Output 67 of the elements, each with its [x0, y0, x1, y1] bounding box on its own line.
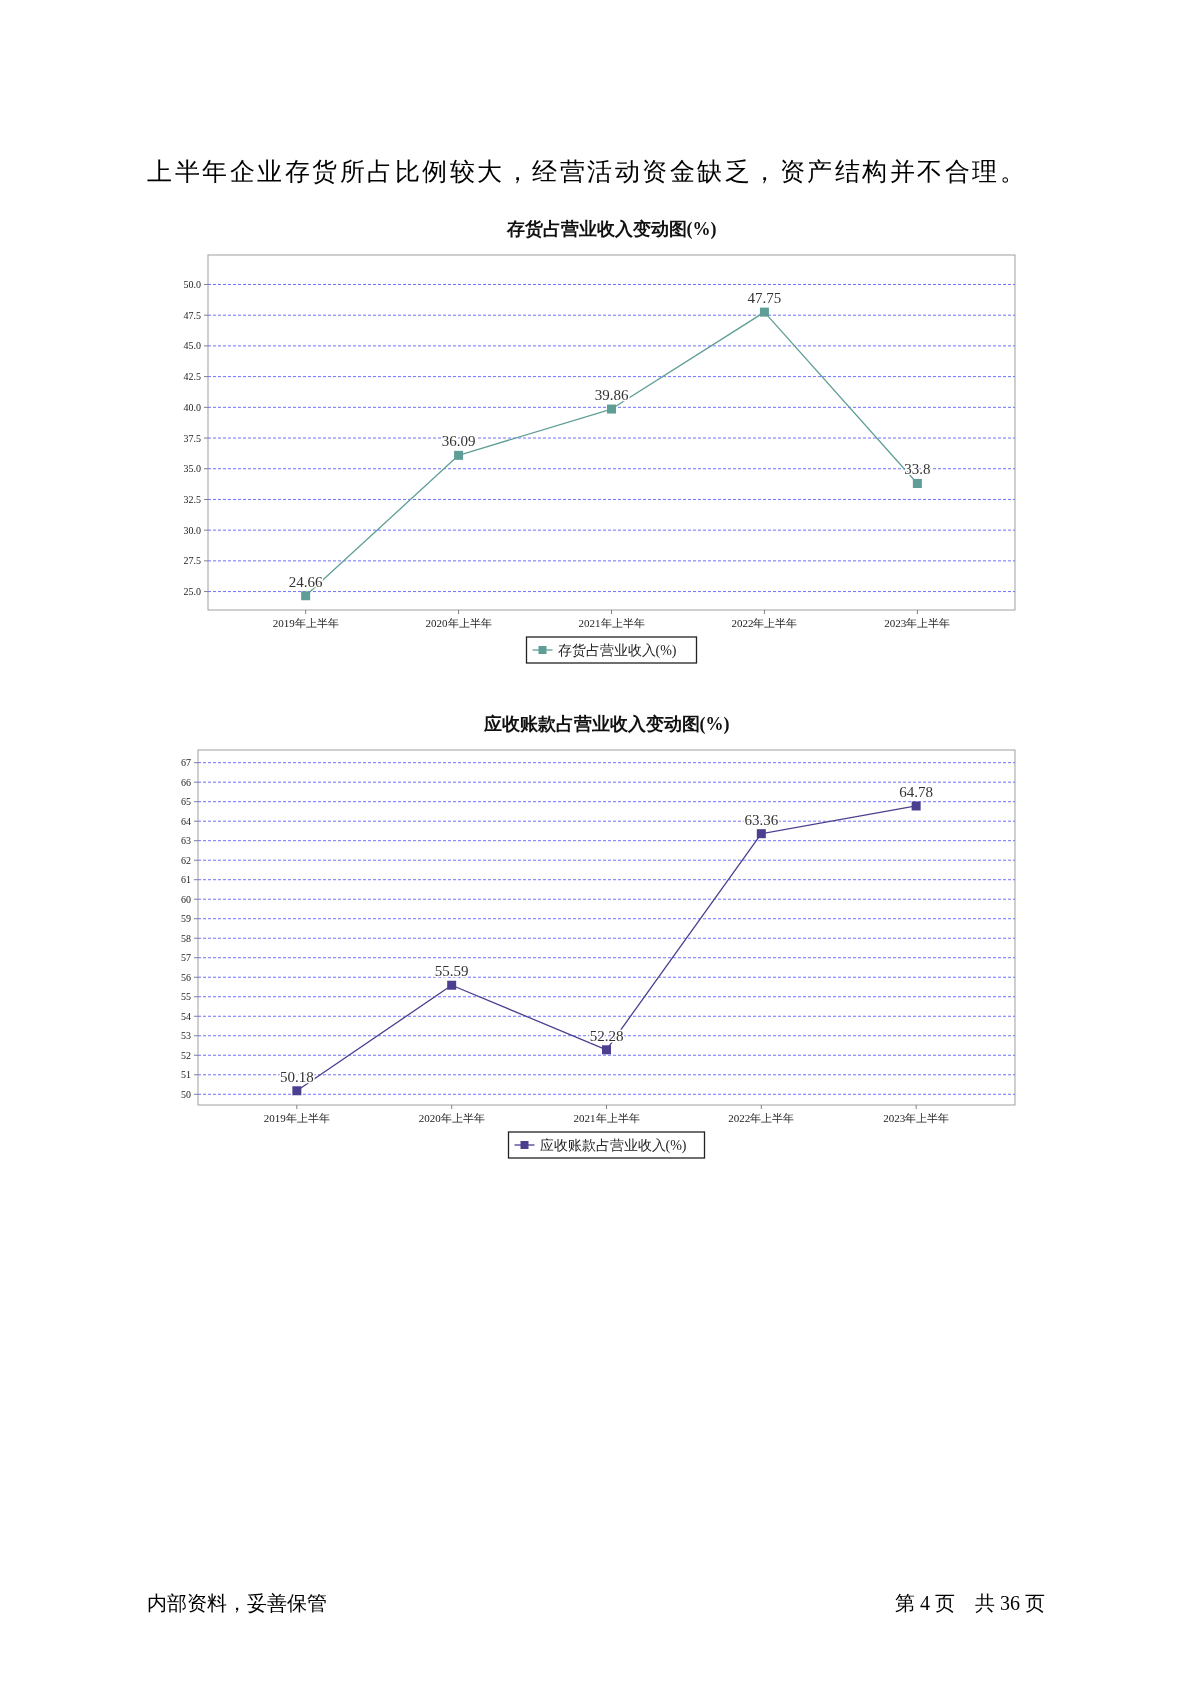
y-tick-label: 40.0: [183, 401, 201, 413]
y-tick-label: 54: [181, 1010, 191, 1022]
y-tick-label: 62: [181, 854, 191, 866]
y-tick-label: 52: [181, 1049, 191, 1061]
data-label: 50.18: [279, 1068, 314, 1085]
y-tick-label: 30.0: [183, 524, 201, 536]
annotation: 第 4 页 共 36 页: [895, 1592, 1045, 1614]
point: [292, 1086, 302, 1096]
data-label: 55.59: [434, 963, 469, 980]
data-label: 36.09: [441, 433, 476, 450]
point: [756, 829, 766, 839]
annotation: 内部资料，妥善保管: [147, 1592, 327, 1614]
y-tick-label: 50.0: [183, 278, 201, 290]
y-tick-label: 60: [181, 893, 191, 905]
annotation: 上半年企业存货所占比例较大，经营活动资金缺乏，资产结构并不合理。: [147, 158, 1027, 185]
y-tick-label: 67: [181, 757, 191, 769]
y-tick-label: 55: [181, 991, 191, 1003]
y-tick-label: 63: [181, 835, 191, 847]
x-tick-label: 2020年上半年: [418, 1112, 485, 1124]
y-tick-label: 59: [181, 913, 191, 925]
y-tick-label: 27.5: [183, 555, 201, 567]
point: [607, 404, 616, 414]
point: [454, 450, 464, 460]
point: [912, 478, 922, 488]
x-tick-label: 2019年上半年: [263, 1112, 330, 1124]
y-tick-label: 65: [181, 796, 191, 808]
point: [759, 307, 769, 317]
x-tick-label: 2019年上半年: [272, 617, 339, 629]
y-tick-label: 57: [181, 952, 191, 964]
y-tick-label: 50: [181, 1088, 191, 1100]
x-tick-label: 2021年上半年: [578, 617, 645, 629]
chart-title: 应收账款占营业收入变动图(%): [482, 714, 730, 735]
y-tick-label: 47.5: [183, 309, 201, 321]
data-label: 39.86: [594, 387, 629, 404]
data-label: 64.78: [899, 783, 934, 800]
legend-label: 应收账款占营业收入(%): [539, 1138, 687, 1154]
y-tick-label: 58: [181, 932, 191, 944]
legend: 存货占营业收入(%): [525, 636, 698, 664]
data-label: 47.75: [747, 290, 782, 307]
chart-title: 存货占营业收入变动图(%): [505, 219, 717, 240]
y-tick-label: 56: [181, 971, 191, 983]
data-label: 63.36: [744, 811, 779, 828]
x-tick-label: 2021年上半年: [573, 1112, 640, 1124]
point: [602, 1045, 611, 1055]
y-tick-label: 64: [181, 815, 191, 827]
x-tick-label: 2023年上半年: [884, 617, 951, 629]
y-tick-label: 42.5: [183, 371, 201, 383]
y-tick-label: 61: [181, 874, 191, 886]
y-tick-label: 53: [181, 1030, 191, 1042]
x-tick-label: 2023年上半年: [883, 1112, 950, 1124]
point: [301, 591, 311, 601]
point: [911, 801, 921, 811]
x-tick-label: 2022年上半年: [728, 1112, 795, 1124]
data-label: 24.66: [288, 573, 324, 590]
point: [447, 980, 457, 990]
y-tick-label: 32.5: [183, 493, 201, 505]
legend: 应收账款占营业收入(%): [507, 1131, 706, 1159]
y-tick-label: 66: [181, 776, 191, 788]
legend-label: 存货占营业收入(%): [557, 643, 677, 659]
y-tick-label: 45.0: [183, 340, 201, 352]
data-label: 33.8: [904, 461, 931, 478]
y-tick-label: 25.0: [183, 586, 201, 598]
y-tick-label: 37.5: [183, 432, 201, 444]
y-tick-label: 35.0: [183, 463, 201, 475]
y-tick-label: 51: [181, 1069, 191, 1081]
x-tick-label: 2020年上半年: [425, 617, 492, 629]
x-tick-label: 2022年上半年: [731, 617, 798, 629]
